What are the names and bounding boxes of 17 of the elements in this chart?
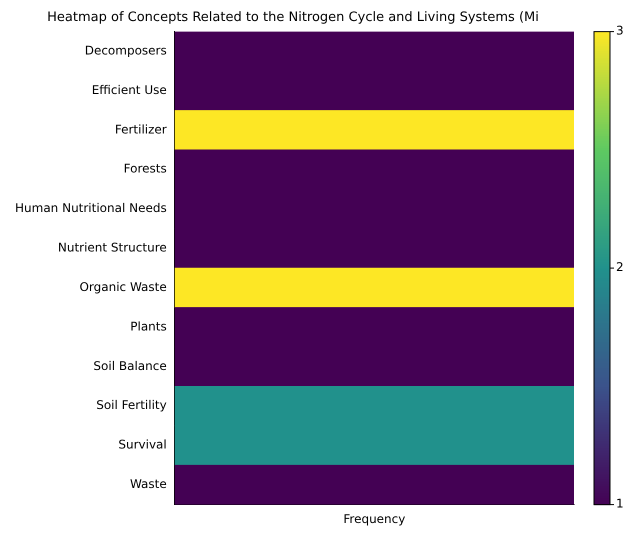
y-tick-label: Efficient Use [92, 82, 167, 97]
x-tick-label: Frequency [343, 512, 406, 526]
y-tick-label: Human Nutritional Needs [14, 201, 167, 216]
y-tick-label: Forests [124, 162, 167, 176]
y-tick-label: Fertilizer [114, 122, 167, 136]
y-tick-label: Organic Waste [79, 280, 167, 294]
y-tick-label: Waste [130, 477, 167, 492]
chart-title: Heatmap of Concepts Related to the Nitrogen Cycle and Living Systems (Mi [47, 10, 539, 26]
y-tick-label: Plants [130, 319, 167, 334]
y-tick-label: Nutrient Structure [58, 240, 167, 255]
y-tick-label: Soil Balance [93, 358, 167, 373]
color-bar-label: 3 [616, 24, 624, 38]
y-tick-label: Soil Fertility [96, 398, 167, 412]
color-bar-label: 2 [616, 260, 624, 274]
y-tick-label: Decomposers [84, 43, 167, 58]
y-tick-label: Survival [118, 438, 167, 452]
color-bar-label: 1 [616, 496, 624, 511]
